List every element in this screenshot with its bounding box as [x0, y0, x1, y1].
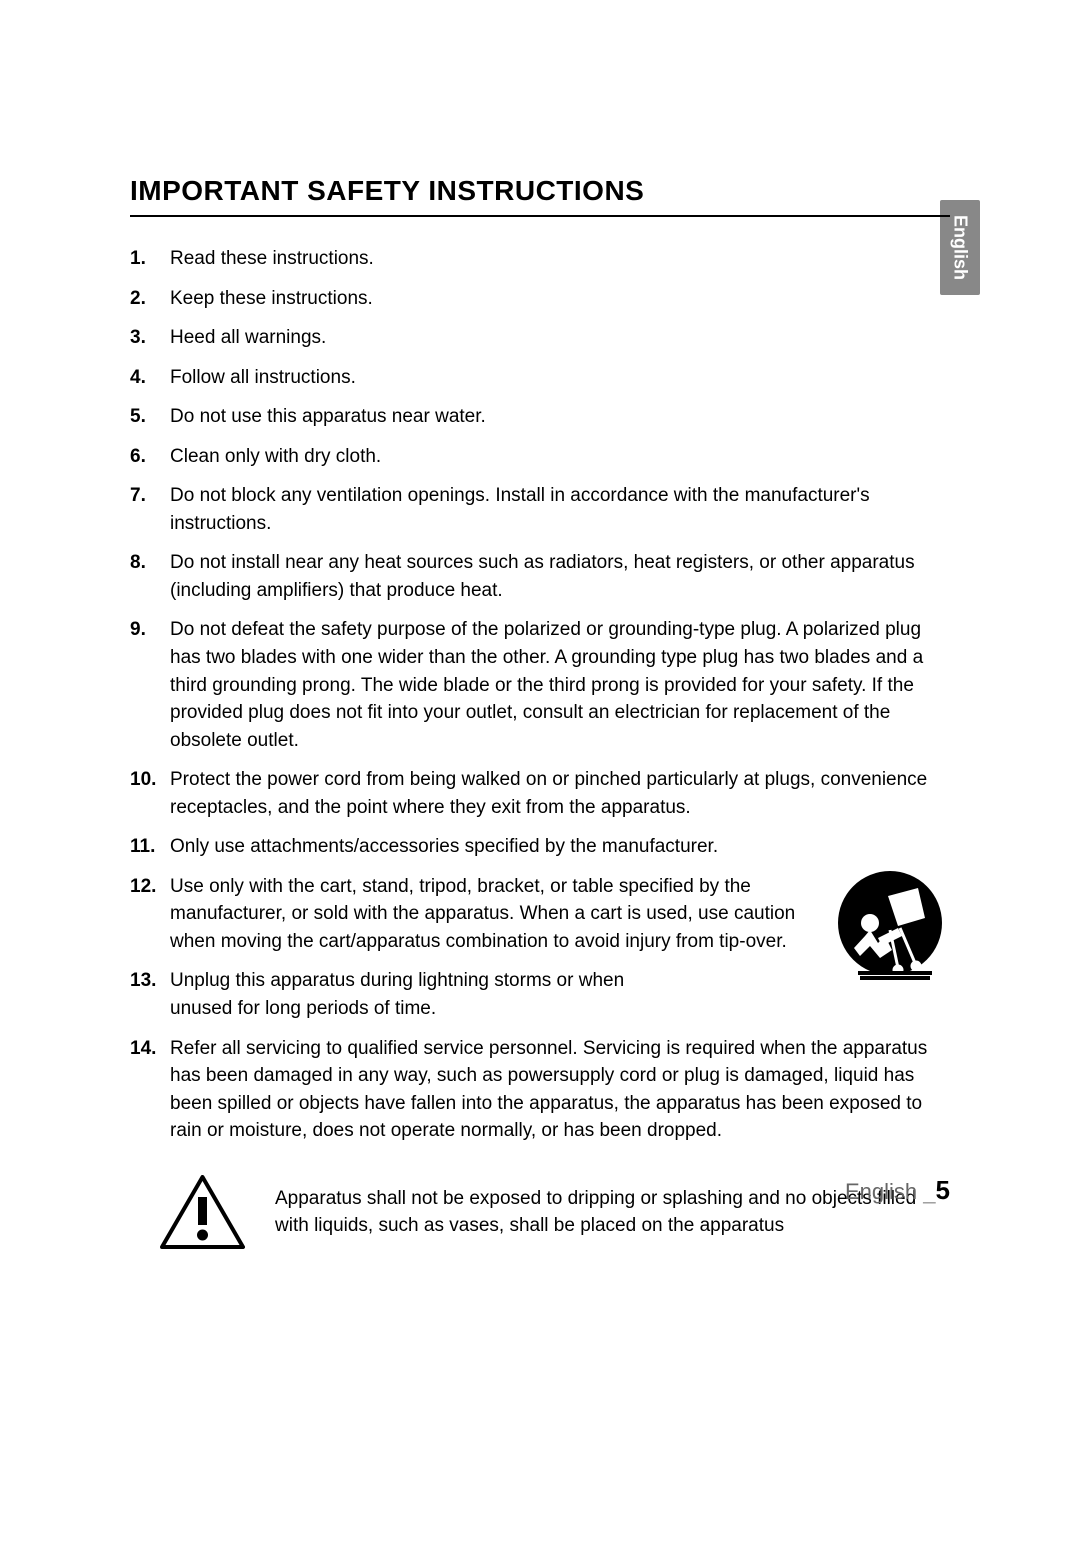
instruction-item: Read these instructions. [160, 245, 950, 273]
instruction-item: Do not install near any heat sources suc… [160, 549, 950, 604]
cart-tip-over-icon [830, 868, 950, 997]
warning-block: Apparatus shall not be exposed to drippi… [130, 1175, 950, 1250]
footer-language: English [845, 1179, 917, 1204]
page-heading: IMPORTANT SAFETY INSTRUCTIONS [130, 175, 950, 217]
instruction-item: Do not block any ventilation openings. I… [160, 482, 950, 537]
footer-separator: _ [923, 1179, 935, 1204]
instructions-list: Read these instructions. Keep these inst… [130, 245, 950, 1145]
instruction-item-with-icon: Use only with the cart, stand, tripod, b… [160, 873, 950, 956]
instruction-text: Use only with the cart, stand, tripod, b… [170, 876, 795, 952]
page-footer: English _5 [845, 1175, 950, 1206]
warning-triangle-icon [160, 1175, 245, 1250]
page-content: IMPORTANT SAFETY INSTRUCTIONS Read these… [0, 0, 1080, 1250]
instruction-item: Refer all servicing to qualified service… [160, 1035, 950, 1145]
instruction-item: Follow all instructions. [160, 364, 950, 392]
footer-page-number: 5 [936, 1175, 950, 1205]
instruction-item: Protect the power cord from being walked… [160, 766, 950, 821]
instruction-item: Only use attachments/accessories specifi… [160, 833, 950, 861]
instruction-item: Unplug this apparatus during lightning s… [160, 967, 660, 1022]
instruction-item: Clean only with dry cloth. [160, 443, 950, 471]
instruction-item: Do not defeat the safety purpose of the … [160, 616, 950, 754]
instruction-item: Keep these instructions. [160, 285, 950, 313]
instruction-item: Heed all warnings. [160, 324, 950, 352]
instruction-item: Do not use this apparatus near water. [160, 403, 950, 431]
